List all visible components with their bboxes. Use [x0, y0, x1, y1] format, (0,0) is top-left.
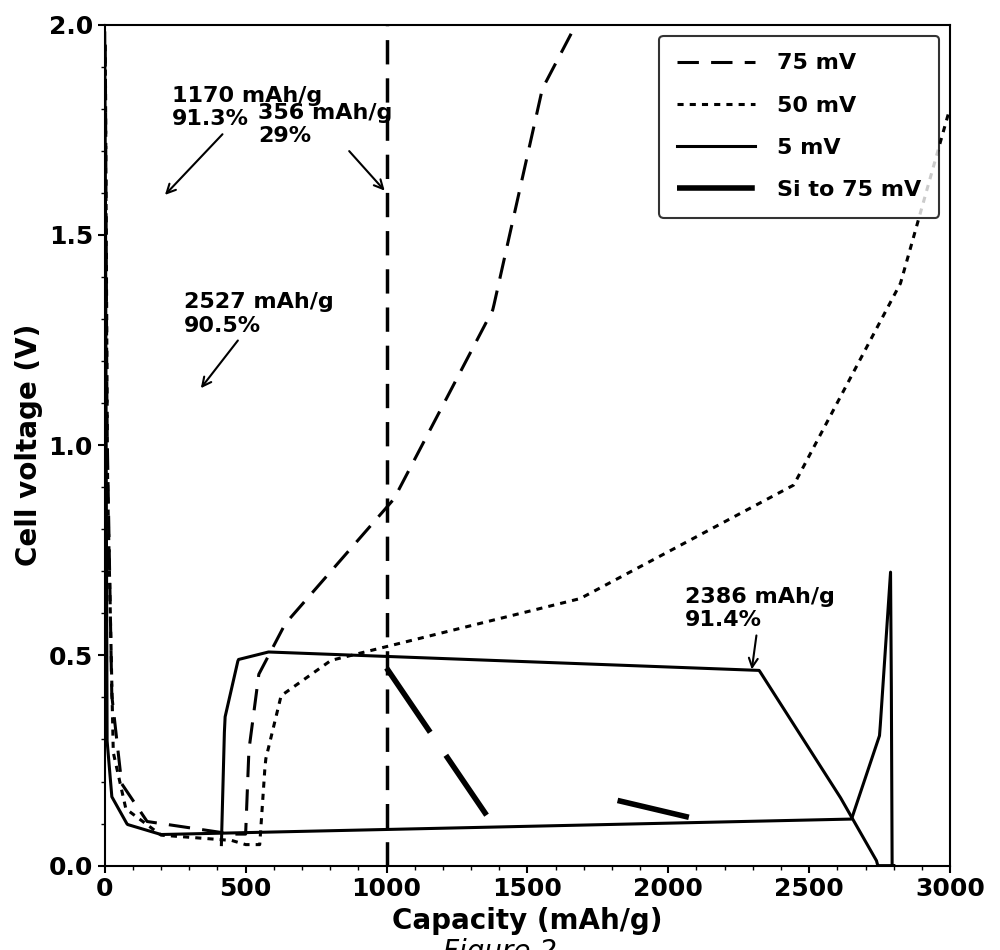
Legend: 75 mV, 50 mV, 5 mV, Si to 75 mV: 75 mV, 50 mV, 5 mV, Si to 75 mV — [659, 35, 939, 218]
Text: 1170 mAh/g
91.3%: 1170 mAh/g 91.3% — [167, 86, 323, 193]
X-axis label: Capacity (mAh/g): Capacity (mAh/g) — [392, 907, 663, 935]
Text: 2527 mAh/g
90.5%: 2527 mAh/g 90.5% — [184, 293, 333, 387]
Text: 356 mAh/g
29%: 356 mAh/g 29% — [258, 103, 393, 189]
Text: Figure 2: Figure 2 — [443, 938, 557, 950]
Y-axis label: Cell voltage (V): Cell voltage (V) — [15, 324, 43, 566]
Text: 2386 mAh/g
91.4%: 2386 mAh/g 91.4% — [685, 587, 835, 667]
